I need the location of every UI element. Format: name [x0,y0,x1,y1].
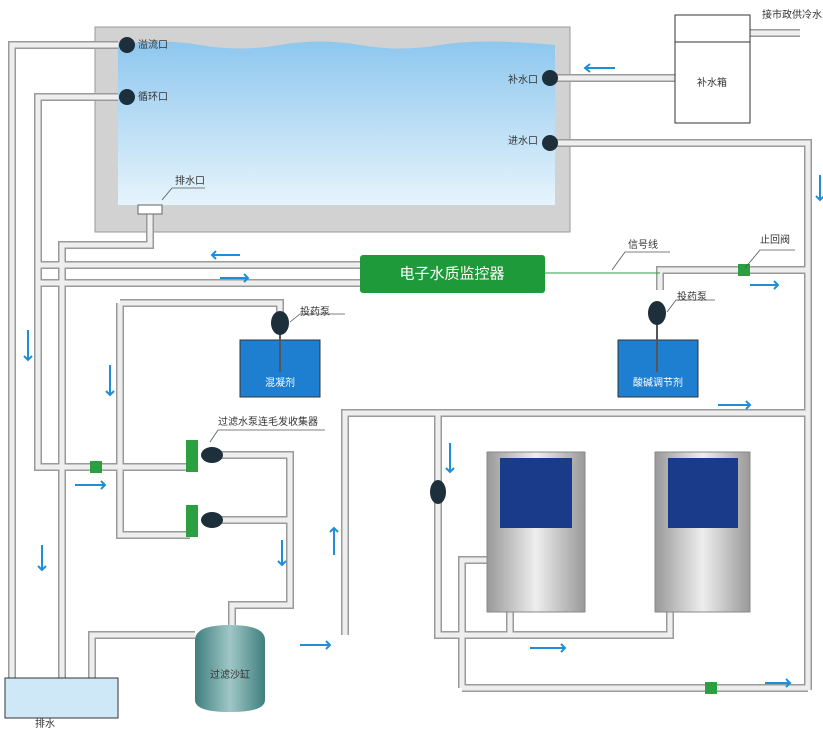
label: 酸碱调节剂 [633,376,683,389]
label: 信号线 [628,238,658,251]
label: 电子水质监控器 [399,265,504,283]
label: 进水口 [508,135,538,147]
label: 过滤水泵连毛发收集器 [218,415,318,428]
label: 止回阀 [760,233,790,246]
label: 溢流口 [138,38,168,51]
label: 排水 [35,717,55,730]
label: 过滤沙缸 [210,668,250,681]
label: 接市政供冷水 [762,8,822,21]
label: 补水口 [508,73,538,86]
label: 补水箱 [697,76,727,89]
arrows [23,63,823,688]
pipes [8,29,812,692]
label: 排水口 [175,174,205,187]
label: 投药泵 [300,305,330,318]
pool [94,26,571,233]
label: 混凝剂 [265,376,295,389]
label: 循环口 [138,90,168,103]
leaders [161,187,795,443]
label: 投药泵 [677,290,707,303]
equipment [4,14,751,719]
